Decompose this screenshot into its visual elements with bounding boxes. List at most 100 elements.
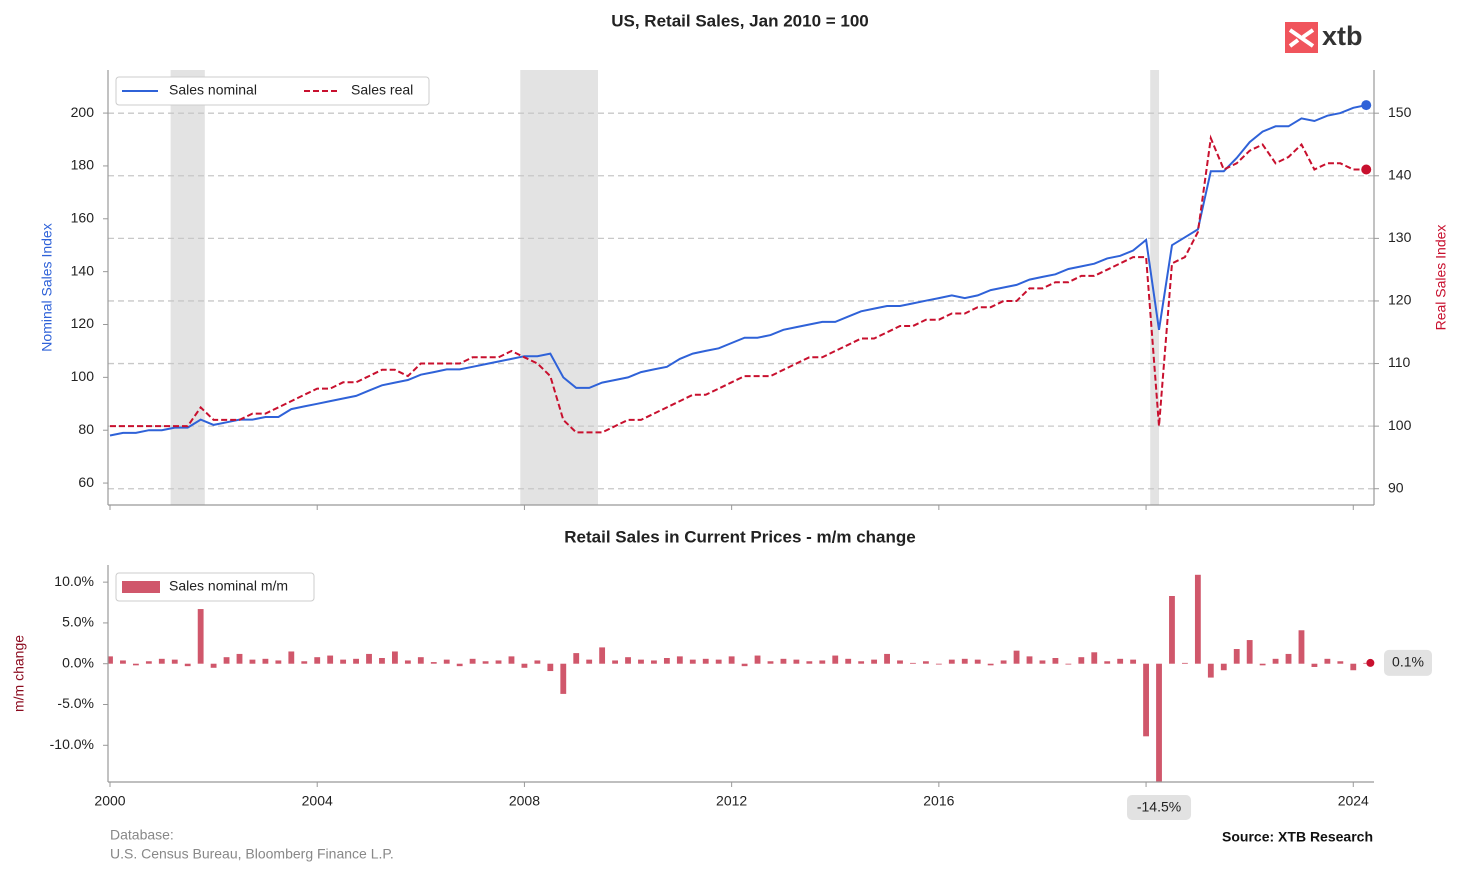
y-tick-label: 100 (71, 368, 95, 384)
y-axis-label: m/m change (11, 635, 27, 712)
bar (1194, 574, 1201, 664)
bar (1104, 661, 1111, 664)
bar (715, 659, 722, 664)
bar (948, 659, 955, 664)
bar (1013, 650, 1020, 664)
bar (469, 658, 476, 664)
y-axis-label: Nominal Sales Index (39, 223, 55, 351)
annotation-box (1127, 795, 1192, 820)
bar (1272, 658, 1279, 664)
bar (1220, 663, 1227, 671)
bar (392, 651, 398, 664)
legend-label: Sales nominal (169, 82, 257, 98)
bar (288, 651, 295, 664)
bar (210, 663, 217, 668)
y-tick-label: 120 (71, 315, 95, 331)
annotation-marker (1366, 658, 1375, 667)
source: Source: XTB Research (1222, 829, 1373, 845)
x-tick-label: 2024 (1338, 793, 1369, 809)
bar (430, 662, 437, 664)
legend-box (115, 76, 430, 106)
bar (249, 659, 256, 664)
shaded-region (1150, 70, 1160, 505)
bar (366, 653, 372, 664)
bar (184, 663, 191, 667)
logo: xtb (1285, 21, 1363, 53)
bar (534, 660, 541, 664)
bar (1182, 662, 1188, 664)
series-line (109, 104, 1367, 437)
y-tick-label: 10.0% (54, 573, 94, 589)
bar (1078, 657, 1085, 664)
bar (728, 656, 735, 664)
bar (108, 656, 113, 664)
y2-tick-label: 120 (1388, 292, 1412, 308)
y-tick-label: 0.0% (62, 654, 94, 670)
bar (612, 660, 618, 664)
bar (845, 658, 852, 664)
bar (1000, 660, 1007, 664)
chart-title: US, Retail Sales, Jan 2010 = 100 (611, 11, 869, 30)
bar (495, 660, 502, 664)
logo-x (1288, 28, 1315, 48)
bar (236, 653, 243, 664)
bar (638, 659, 644, 664)
bar (132, 663, 139, 666)
bar (806, 661, 813, 664)
y2-tick-label: 90 (1388, 479, 1404, 495)
bar (1259, 663, 1266, 666)
bar (1039, 660, 1046, 664)
bar (1117, 658, 1124, 664)
bar (897, 660, 903, 664)
x-tick-label: 2000 (94, 793, 125, 809)
bar (832, 655, 839, 664)
bar (663, 658, 670, 664)
bar (314, 657, 321, 664)
y2-tick-label: 150 (1388, 104, 1412, 120)
y2-axis-label: Real Sales Index (1433, 225, 1449, 331)
legend-box (115, 572, 315, 602)
bar (1350, 663, 1357, 671)
legend-label: Sales nominal m/m (169, 578, 288, 594)
bar (573, 653, 580, 664)
legend: Sales nominal Sales real (115, 76, 430, 106)
bar (1285, 653, 1292, 664)
legend-label: Sales real (351, 82, 413, 98)
legend: Sales nominal m/m (115, 572, 315, 602)
database: U.S. Census Bureau, Bloomberg Finance L.… (110, 846, 394, 862)
bar (262, 658, 269, 664)
bar (1233, 649, 1240, 664)
bar (793, 659, 800, 664)
y-tick-label: 160 (71, 209, 95, 225)
bar (586, 659, 593, 664)
annotation: 0.1% (1392, 654, 1424, 670)
y-tick-label: -5.0% (57, 695, 94, 711)
bar (521, 663, 528, 668)
bar (1091, 652, 1098, 664)
y2-tick-label: 140 (1388, 166, 1412, 182)
bar (327, 655, 334, 664)
y2-tick-label: 100 (1388, 417, 1412, 433)
logo-text: xtb (1322, 21, 1363, 51)
annotation: -14.5% (1137, 799, 1181, 815)
series-line (110, 134, 1367, 434)
bar (1052, 658, 1059, 664)
y-tick-label: 80 (78, 421, 94, 437)
bar (974, 659, 981, 664)
x-tick-label: 2016 (923, 793, 954, 809)
bar (456, 663, 463, 667)
shaded-region (170, 70, 205, 505)
legend-swatch (122, 581, 160, 593)
bar (1311, 663, 1318, 667)
plot-area (108, 70, 1374, 505)
bar (1246, 640, 1253, 664)
y2-tick-label: 130 (1388, 229, 1412, 245)
bar (379, 658, 385, 664)
y-tick-label: 140 (71, 262, 95, 278)
x-tick-label: 2008 (509, 793, 540, 809)
bar (1298, 630, 1305, 664)
bar (145, 661, 152, 664)
bar (197, 609, 204, 664)
bar (1026, 656, 1033, 664)
